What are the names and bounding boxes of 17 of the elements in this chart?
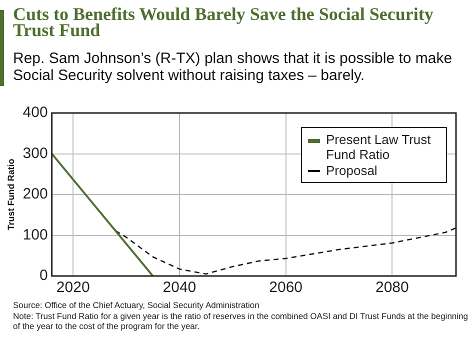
- y-axis-title: Trust Fund Ratio: [6, 158, 16, 230]
- y-tick-label: 0: [39, 267, 48, 284]
- line-series: [114, 227, 456, 275]
- text: Note: Trust Fund Ratio for a given year is the ratio of reserves in the combined OASI and DI Trust Funds at the beginning of the year to the cost of the program for the year.: [13, 310, 468, 332]
- y-tick-label: 100: [22, 226, 48, 244]
- chart-subtitle: Rep. Sam Johnson’s (R-TX) plan shows that it is possible to make Social Security solvent without raising taxes – barely.: [13, 50, 454, 84]
- y-tick-label: 300: [22, 144, 48, 162]
- x-tick-label: 2060: [269, 279, 303, 296]
- y-tick-label: 400: [22, 104, 48, 122]
- y-tick-label: 200: [22, 186, 48, 203]
- legend-label: Present Law Trust Fund Ratio: [326, 132, 432, 162]
- x-tick-label: 2020: [56, 279, 90, 296]
- x-tick-label: 2080: [375, 279, 409, 296]
- source-note: Source: Office of the Chief Actuary, Social Security Administration: [13, 300, 260, 310]
- legend-label: Proposal: [326, 163, 378, 178]
- chart-title: Cuts to Benefits Would Barely Save the Social Security Trust Fund: [13, 4, 434, 40]
- x-tick-label: 2040: [162, 279, 196, 296]
